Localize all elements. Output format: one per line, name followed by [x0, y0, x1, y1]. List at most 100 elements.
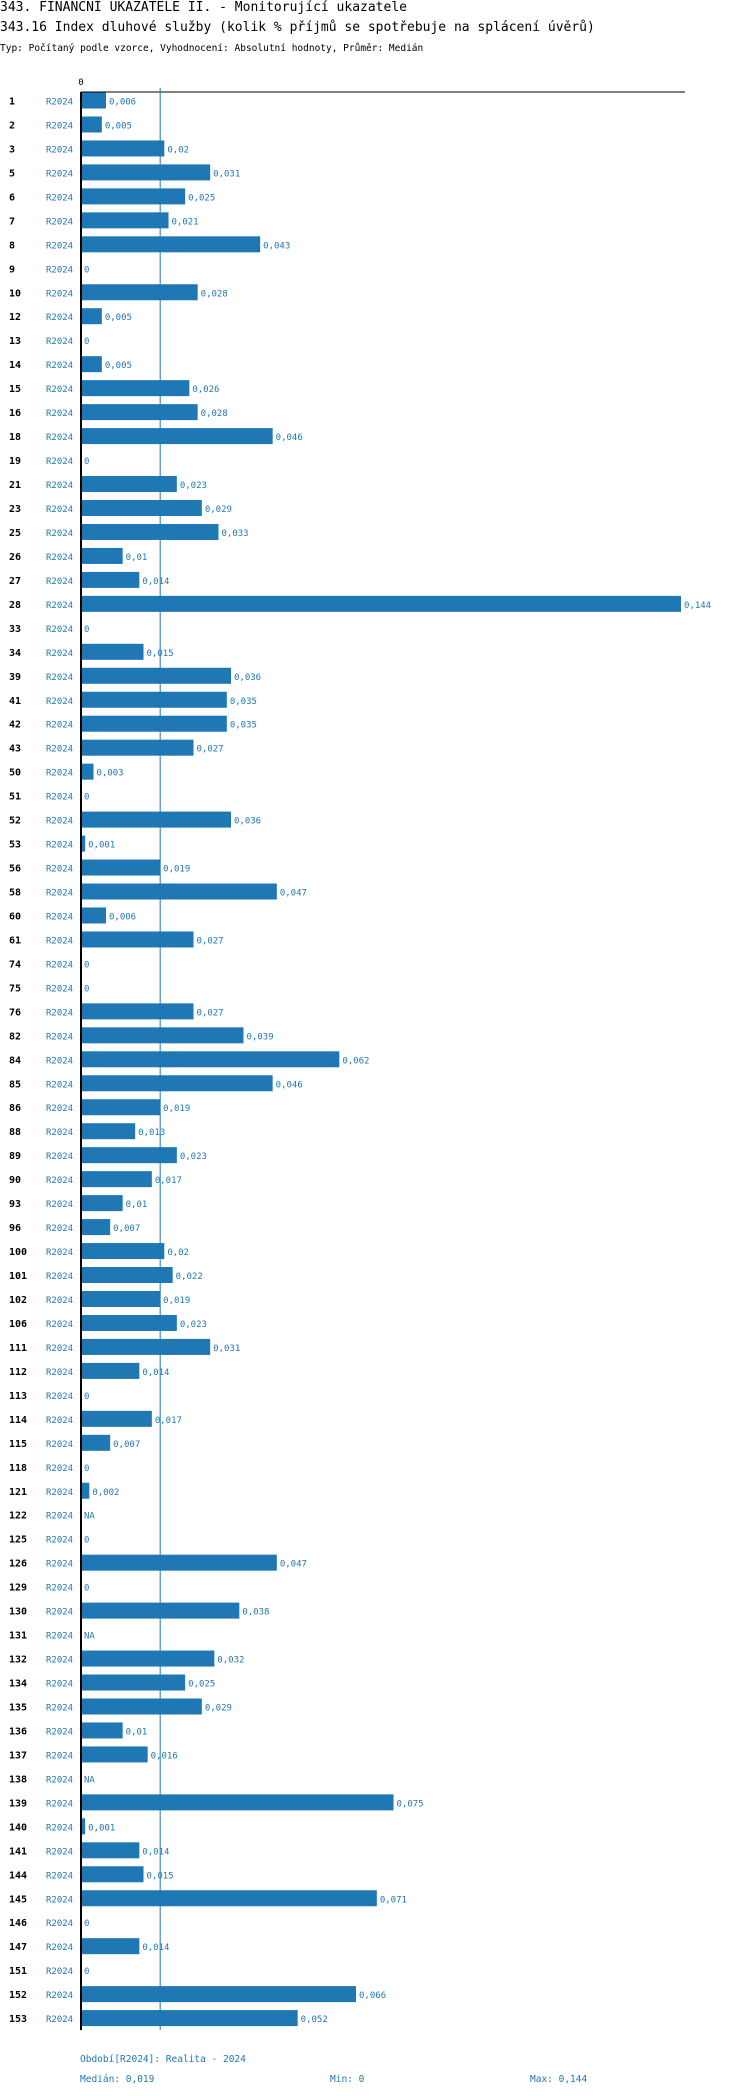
category-label: 84 — [9, 1055, 21, 1066]
footer-max: Max: 0,144 — [530, 2074, 588, 2085]
value-label: 0,032 — [217, 1656, 244, 1666]
period-label: R2024 — [46, 889, 73, 899]
category-label: 39 — [9, 672, 21, 683]
category-label: 129 — [9, 1583, 27, 1594]
bar — [81, 571, 140, 588]
category-label: 82 — [9, 1031, 21, 1042]
period-label: R2024 — [46, 912, 73, 922]
value-label: 0,016 — [151, 1751, 178, 1761]
category-label: 58 — [9, 888, 21, 899]
category-label: 132 — [9, 1655, 27, 1666]
period-label: R2024 — [46, 1104, 73, 1114]
value-label: 0,026 — [192, 385, 219, 395]
category-label: 138 — [9, 1774, 27, 1785]
value-label: 0,028 — [201, 289, 228, 299]
bar — [81, 92, 106, 109]
period-label: R2024 — [46, 1176, 73, 1186]
value-label: 0,006 — [109, 912, 136, 922]
period-label: R2024 — [46, 1632, 73, 1642]
period-label: R2024 — [46, 1727, 73, 1737]
bar — [81, 1362, 140, 1379]
value-label: 0,001 — [88, 1823, 115, 1833]
category-label: 86 — [9, 1103, 21, 1114]
value-label: 0,01 — [126, 1727, 148, 1737]
bar — [81, 1410, 152, 1427]
period-label: R2024 — [46, 984, 73, 994]
category-label: 125 — [9, 1535, 27, 1546]
category-label: 28 — [9, 600, 21, 611]
bar — [81, 404, 198, 421]
category-label: 85 — [9, 1079, 21, 1090]
value-label: 0,003 — [97, 769, 124, 779]
period-label: R2024 — [46, 1751, 73, 1761]
bar — [81, 1314, 177, 1331]
period-label: R2024 — [46, 1320, 73, 1330]
category-label: 33 — [9, 624, 21, 635]
category-label: 56 — [9, 864, 21, 875]
footer-median: Medián: 0,019 — [80, 2074, 155, 2085]
category-label: 18 — [9, 432, 21, 443]
bar — [81, 1746, 148, 1763]
footer-period: Období[R2024]: Realita - 2024 — [80, 2054, 246, 2065]
category-label: 8 — [9, 240, 15, 251]
period-label: R2024 — [46, 936, 73, 946]
bar — [81, 691, 227, 708]
category-label: 13 — [9, 336, 21, 347]
footer-min: Min: 0 — [330, 2074, 365, 2085]
category-label: 6 — [9, 192, 15, 203]
value-label: 0,019 — [163, 1296, 190, 1306]
category-label: 61 — [9, 935, 21, 946]
category-label: 15 — [9, 384, 21, 395]
period-label: R2024 — [46, 1440, 73, 1450]
category-label: 9 — [9, 264, 15, 275]
category-label: 111 — [9, 1343, 27, 1354]
category-label: 115 — [9, 1439, 27, 1450]
value-label: 0,023 — [180, 1152, 207, 1162]
category-label: 51 — [9, 792, 21, 803]
x-tick-label: 0 — [78, 78, 83, 88]
period-label: R2024 — [46, 649, 73, 659]
period-label: R2024 — [46, 1296, 73, 1306]
value-label: 0 — [84, 457, 89, 467]
value-label: 0,029 — [205, 1703, 232, 1713]
value-label: 0,027 — [197, 745, 224, 755]
category-label: 60 — [9, 911, 21, 922]
bar — [81, 1123, 136, 1140]
category-label: 41 — [9, 696, 21, 707]
period-label: R2024 — [46, 337, 73, 347]
period-label: R2024 — [46, 1248, 73, 1258]
category-label: 21 — [9, 480, 21, 491]
period-label: R2024 — [46, 1512, 73, 1522]
period-label: R2024 — [46, 1008, 73, 1018]
value-label: 0,031 — [213, 169, 240, 179]
value-label: 0,028 — [201, 409, 228, 419]
category-label: 23 — [9, 504, 21, 515]
period-label: R2024 — [46, 1200, 73, 1210]
category-label: 140 — [9, 1822, 27, 1833]
bar — [81, 1698, 202, 1715]
bar — [81, 595, 681, 612]
category-label: 5 — [9, 168, 15, 179]
bar — [81, 1195, 123, 1212]
period-label: R2024 — [46, 721, 73, 731]
period-label: R2024 — [46, 625, 73, 635]
value-label: 0,022 — [176, 1272, 203, 1282]
bar — [81, 380, 190, 397]
period-label: R2024 — [46, 601, 73, 611]
bar — [81, 1986, 356, 2003]
value-label: 0,038 — [242, 1608, 269, 1618]
category-label: 106 — [9, 1319, 27, 1330]
category-label: 153 — [9, 2014, 27, 2025]
category-label: 1 — [9, 97, 15, 108]
page-title: 343. FINANČNÍ UKAZATELE II. - Monitorují… — [0, 0, 407, 15]
bar — [81, 1650, 215, 1667]
value-label: 0 — [84, 960, 89, 970]
period-label: R2024 — [46, 529, 73, 539]
value-label: 0 — [84, 1464, 89, 1474]
value-label: 0,014 — [142, 1943, 169, 1953]
value-label: 0,005 — [105, 313, 132, 323]
category-label: 139 — [9, 1798, 27, 1809]
value-label: 0,052 — [301, 2015, 328, 2025]
bar — [81, 140, 165, 157]
